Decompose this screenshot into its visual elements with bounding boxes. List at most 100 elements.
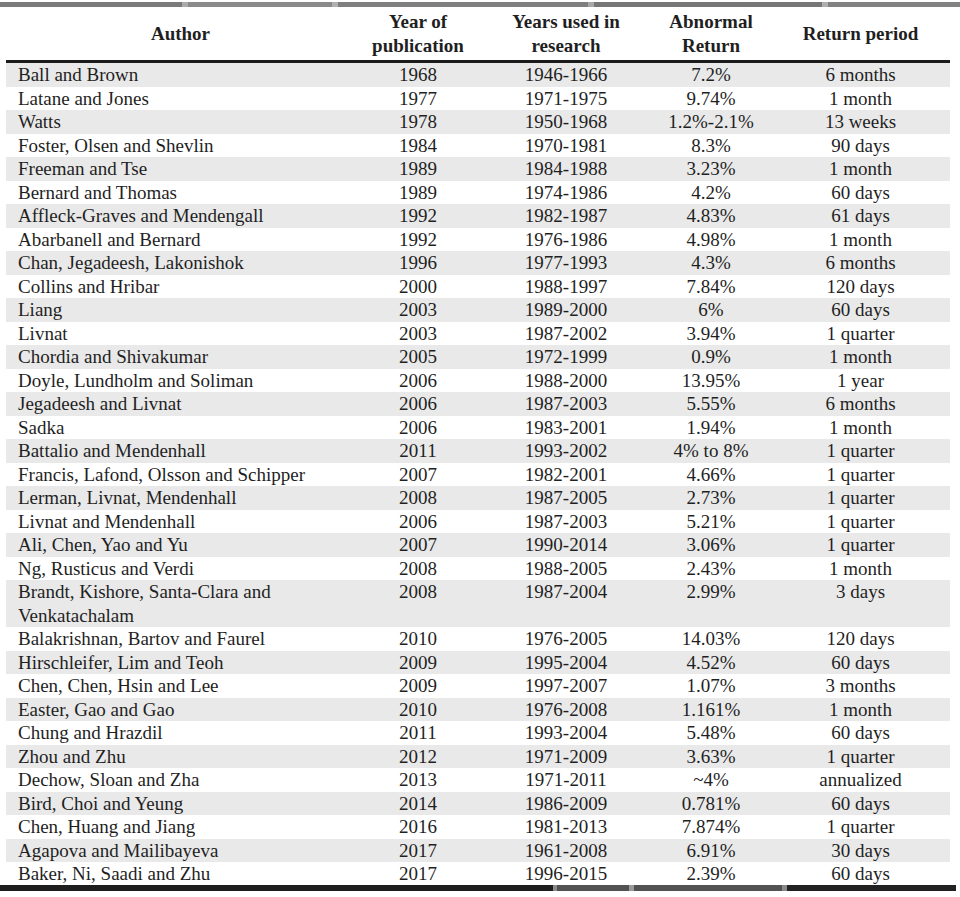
year-of-publication-cell: 2011 [355,721,481,745]
years-used-in-research-cell: 1987-2005 [481,486,651,510]
years-used-in-research-cell: 1946-1966 [481,62,651,87]
return-period-cell: 1 quarter [771,463,950,487]
table-row: Easter, Gao and Gao20101976-20081.161%1 … [6,698,950,722]
author-cell: Francis, Lafond, Olsson and Schipper [6,463,355,487]
author-cell: Collins and Hribar [6,275,355,299]
return-period-cell: 60 days [771,651,950,675]
year-of-publication-cell: 2013 [355,768,481,792]
return-period-cell: 6 months [771,392,950,416]
table-row: Abarbanell and Bernard19921976-19864.98%… [6,228,950,252]
author-cell: Liang [6,298,355,322]
abnormal-return-cell: ~4% [651,768,771,792]
author-cell: Baker, Ni, Saadi and Zhu [6,862,355,886]
author-cell: Jegadeesh and Livnat [6,392,355,416]
table-row: Livnat20031987-20023.94%1 quarter [6,322,950,346]
table-row: Latane and Jones19771971-19759.74%1 mont… [6,87,950,111]
year-of-publication-cell: 2017 [355,862,481,886]
return-period-cell: 1 month [771,557,950,581]
abnormal-return-cell: 4.2% [651,181,771,205]
table-row: Hirschleifer, Lim and Teoh20091995-20044… [6,651,950,675]
author-cell: Doyle, Lundholm and Soliman [6,369,355,393]
return-period-cell: 1 year [771,369,950,393]
years-used-in-research-cell: 1989-2000 [481,298,651,322]
years-used-in-research-cell: 1982-1987 [481,204,651,228]
return-period-cell: 60 days [771,181,950,205]
return-period-cell: 3 months [771,674,950,698]
year-of-publication-cell: 2005 [355,345,481,369]
author-cell: Zhou and Zhu [6,745,355,769]
year-of-publication-column-header: Year of publication [355,7,481,62]
return-period-cell: 90 days [771,134,950,158]
year-of-publication-cell: 2007 [355,463,481,487]
year-of-publication-cell: 2003 [355,322,481,346]
return-period-cell: 1 quarter [771,815,950,839]
table-row: Agapova and Mailibayeva20171961-20086.91… [6,839,950,863]
table-row: Dechow, Sloan and Zha20131971-2011~4%ann… [6,768,950,792]
year-of-publication-cell: 2010 [355,627,481,651]
author-cell: Freeman and Tse [6,157,355,181]
author-cell: Latane and Jones [6,87,355,111]
abnormal-return-cell: 6.91% [651,839,771,863]
years-used-in-research-cell: 1984-1988 [481,157,651,181]
author-cell: Chen, Huang and Jiang [6,815,355,839]
abnormal-return-cell: 7.84% [651,275,771,299]
table-row: Chan, Jegadeesh, Lakonishok19961977-1993… [6,251,950,275]
year-of-publication-cell: 2017 [355,839,481,863]
year-of-publication-cell: 1977 [355,87,481,111]
author-cell: Livnat and Mendenhall [6,510,355,534]
return-period-cell: 1 quarter [771,322,950,346]
author-column-header: Author [6,7,355,62]
years-used-in-research-cell: 1961-2008 [481,839,651,863]
years-used-in-research-cell: 1974-1986 [481,181,651,205]
return-period-cell: 1 quarter [771,533,950,557]
abnormal-return-cell: 13.95% [651,369,771,393]
return-period-cell: 1 month [771,698,950,722]
return-period-cell: 1 month [771,87,950,111]
author-cell: Ali, Chen, Yao and Yu [6,533,355,557]
table-body: Ball and Brown19681946-19667.2%6 monthsL… [6,62,950,886]
years-used-in-research-cell: 1988-1997 [481,275,651,299]
years-used-in-research-cell: 1990-2014 [481,533,651,557]
author-cell: Sadka [6,416,355,440]
year-of-publication-cell: 1992 [355,204,481,228]
years-used-in-research-cell: 1987-2003 [481,510,651,534]
table-row: Collins and Hribar20001988-19977.84%120 … [6,275,950,299]
table-row: Liang20031989-20006%60 days [6,298,950,322]
abnormal-returns-literature-table: Author Year of publication Years used in… [6,7,950,886]
author-cell: Brandt, Kishore, Santa-Clara and Venkata… [6,580,355,627]
table-header: Author Year of publication Years used in… [6,7,950,62]
table-row: Jegadeesh and Livnat20061987-20035.55%6 … [6,392,950,416]
year-of-publication-cell: 2011 [355,439,481,463]
table-row: Affleck-Graves and Mendengall19921982-19… [6,204,950,228]
years-used-in-research-cell: 1950-1968 [481,110,651,134]
abnormal-return-cell: 5.21% [651,510,771,534]
year-of-publication-cell: 2008 [355,557,481,581]
years-used-in-research-cell: 1976-1986 [481,228,651,252]
years-used-in-research-cell: 1977-1993 [481,251,651,275]
years-used-in-research-cell: 1981-2013 [481,815,651,839]
return-period-cell: 6 months [771,251,950,275]
years-used-in-research-cell: 1993-2002 [481,439,651,463]
table-row: Bernard and Thomas19891974-19864.2%60 da… [6,181,950,205]
header-row: Author Year of publication Years used in… [6,7,950,62]
table-row: Chordia and Shivakumar20051972-19990.9%1… [6,345,950,369]
return-period-cell: 1 month [771,228,950,252]
year-of-publication-cell: 2012 [355,745,481,769]
table-row: Foster, Olsen and Shevlin19841970-19818.… [6,134,950,158]
author-cell: Foster, Olsen and Shevlin [6,134,355,158]
years-used-in-research-cell: 1976-2008 [481,698,651,722]
return-period-cell: 3 days [771,580,950,627]
scanned-paper-table-page: Author Year of publication Years used in… [0,0,960,897]
author-cell: Bernard and Thomas [6,181,355,205]
author-cell: Easter, Gao and Gao [6,698,355,722]
author-cell: Ng, Rusticus and Verdi [6,557,355,581]
return-period-cell: 1 quarter [771,486,950,510]
author-cell: Chen, Chen, Hsin and Lee [6,674,355,698]
abnormal-return-cell: 8.3% [651,134,771,158]
year-of-publication-cell: 2008 [355,580,481,627]
abnormal-return-cell: 3.94% [651,322,771,346]
table-row: Ball and Brown19681946-19667.2%6 months [6,62,950,87]
years-used-in-research-cell: 1976-2005 [481,627,651,651]
years-used-in-research-cell: 1993-2004 [481,721,651,745]
table-row: Lerman, Livnat, Mendenhall20081987-20052… [6,486,950,510]
